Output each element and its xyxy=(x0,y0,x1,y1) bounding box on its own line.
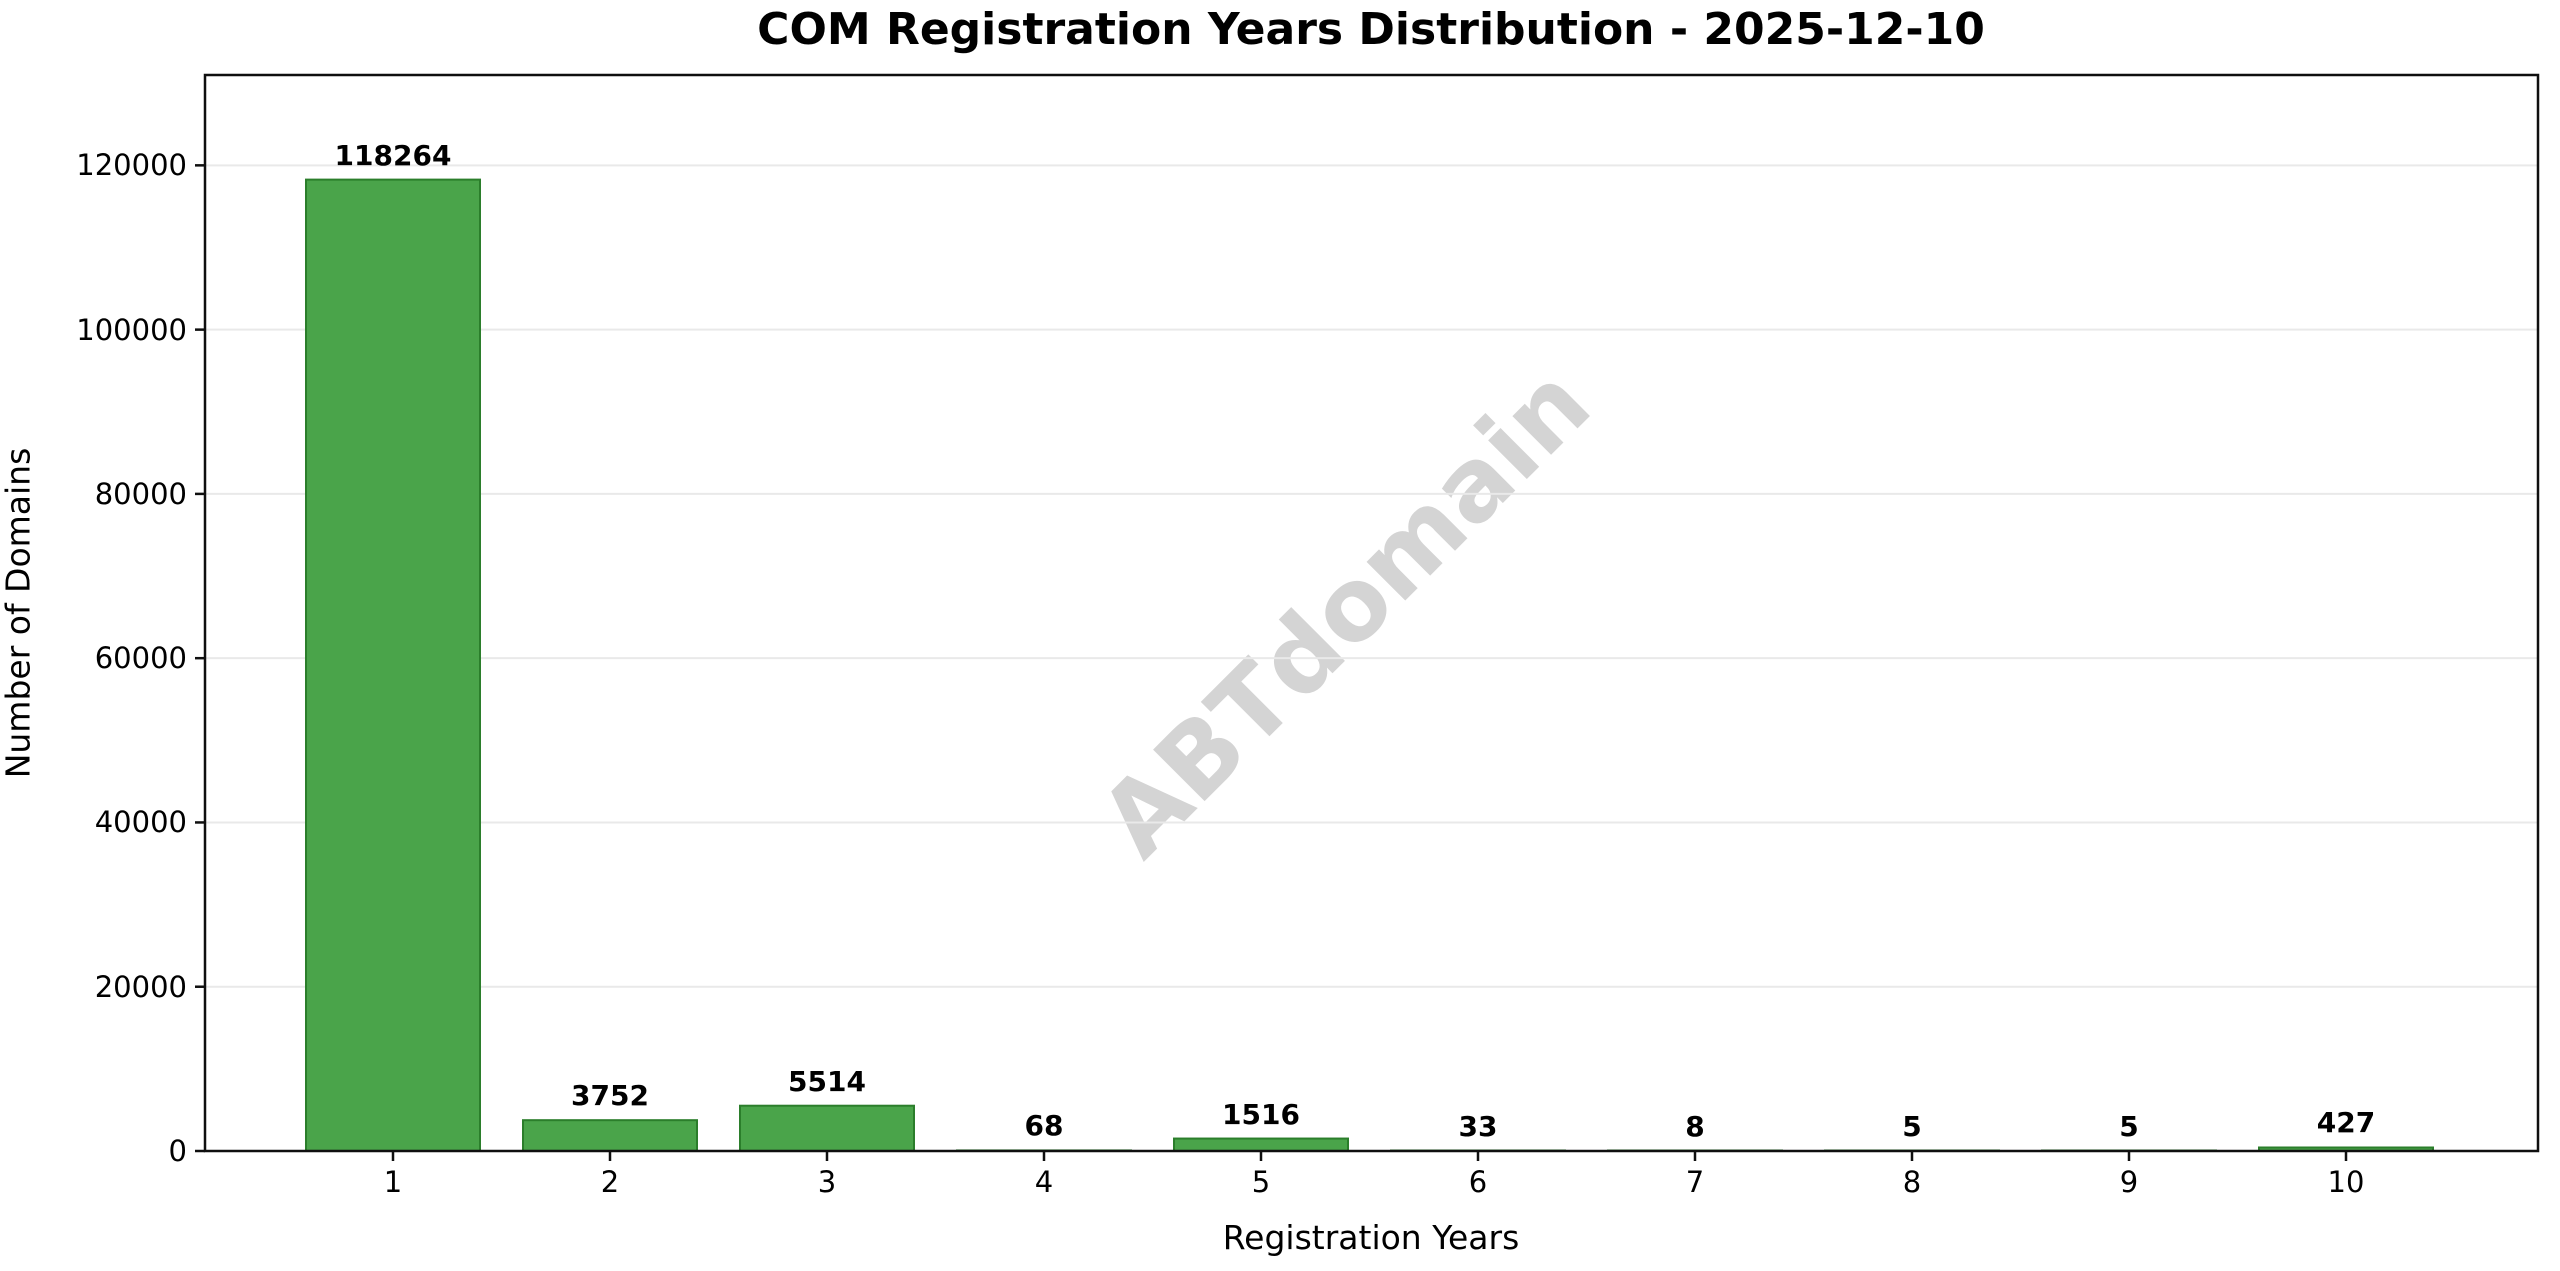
value-label-year-1: 118264 xyxy=(334,138,452,172)
ytick-label-80000: 80000 xyxy=(94,476,187,511)
value-label-year-9: 5 xyxy=(2119,1109,2139,1143)
value-label-year-10: 427 xyxy=(2316,1106,2376,1140)
value-label-year-5: 1516 xyxy=(1222,1097,1300,1131)
xtick-label-2: 2 xyxy=(600,1165,620,1199)
x-axis-label: Registration Years xyxy=(1222,1218,1520,1257)
ytick-label-120000: 120000 xyxy=(76,148,187,183)
ytick-label-40000: 40000 xyxy=(94,805,187,840)
xtick-label-4: 4 xyxy=(1034,1165,1054,1199)
xtick-label-6: 6 xyxy=(1468,1165,1488,1199)
value-label-year-2: 3752 xyxy=(571,1079,649,1113)
ytick-label-60000: 60000 xyxy=(94,641,187,676)
xtick-label-9: 9 xyxy=(2119,1165,2139,1199)
xtick-label-1: 1 xyxy=(383,1165,403,1199)
ytick-label-100000: 100000 xyxy=(76,312,187,347)
ytick-label-20000: 20000 xyxy=(94,969,187,1004)
chart-title: COM Registration Years Distribution - 20… xyxy=(757,4,1985,55)
xtick-label-7: 7 xyxy=(1685,1165,1705,1199)
value-label-year-3: 5514 xyxy=(788,1064,866,1098)
xtick-label-10: 10 xyxy=(2327,1165,2365,1199)
bar-year-1 xyxy=(305,178,481,1153)
value-label-year-6: 33 xyxy=(1458,1109,1498,1143)
xtick-label-8: 8 xyxy=(1902,1165,1922,1199)
bar-year-5 xyxy=(1173,1137,1349,1153)
bar-year-2 xyxy=(522,1119,698,1152)
ytick-label-0: 0 xyxy=(168,1134,187,1168)
xtick-label-3: 3 xyxy=(817,1165,837,1199)
bar-year-3 xyxy=(739,1104,915,1153)
plot-frame xyxy=(203,73,2540,1153)
value-label-year-7: 8 xyxy=(1685,1109,1705,1143)
xtick-label-5: 5 xyxy=(1251,1165,1271,1199)
value-label-year-8: 5 xyxy=(1902,1109,1922,1143)
value-label-year-4: 68 xyxy=(1024,1109,1064,1143)
